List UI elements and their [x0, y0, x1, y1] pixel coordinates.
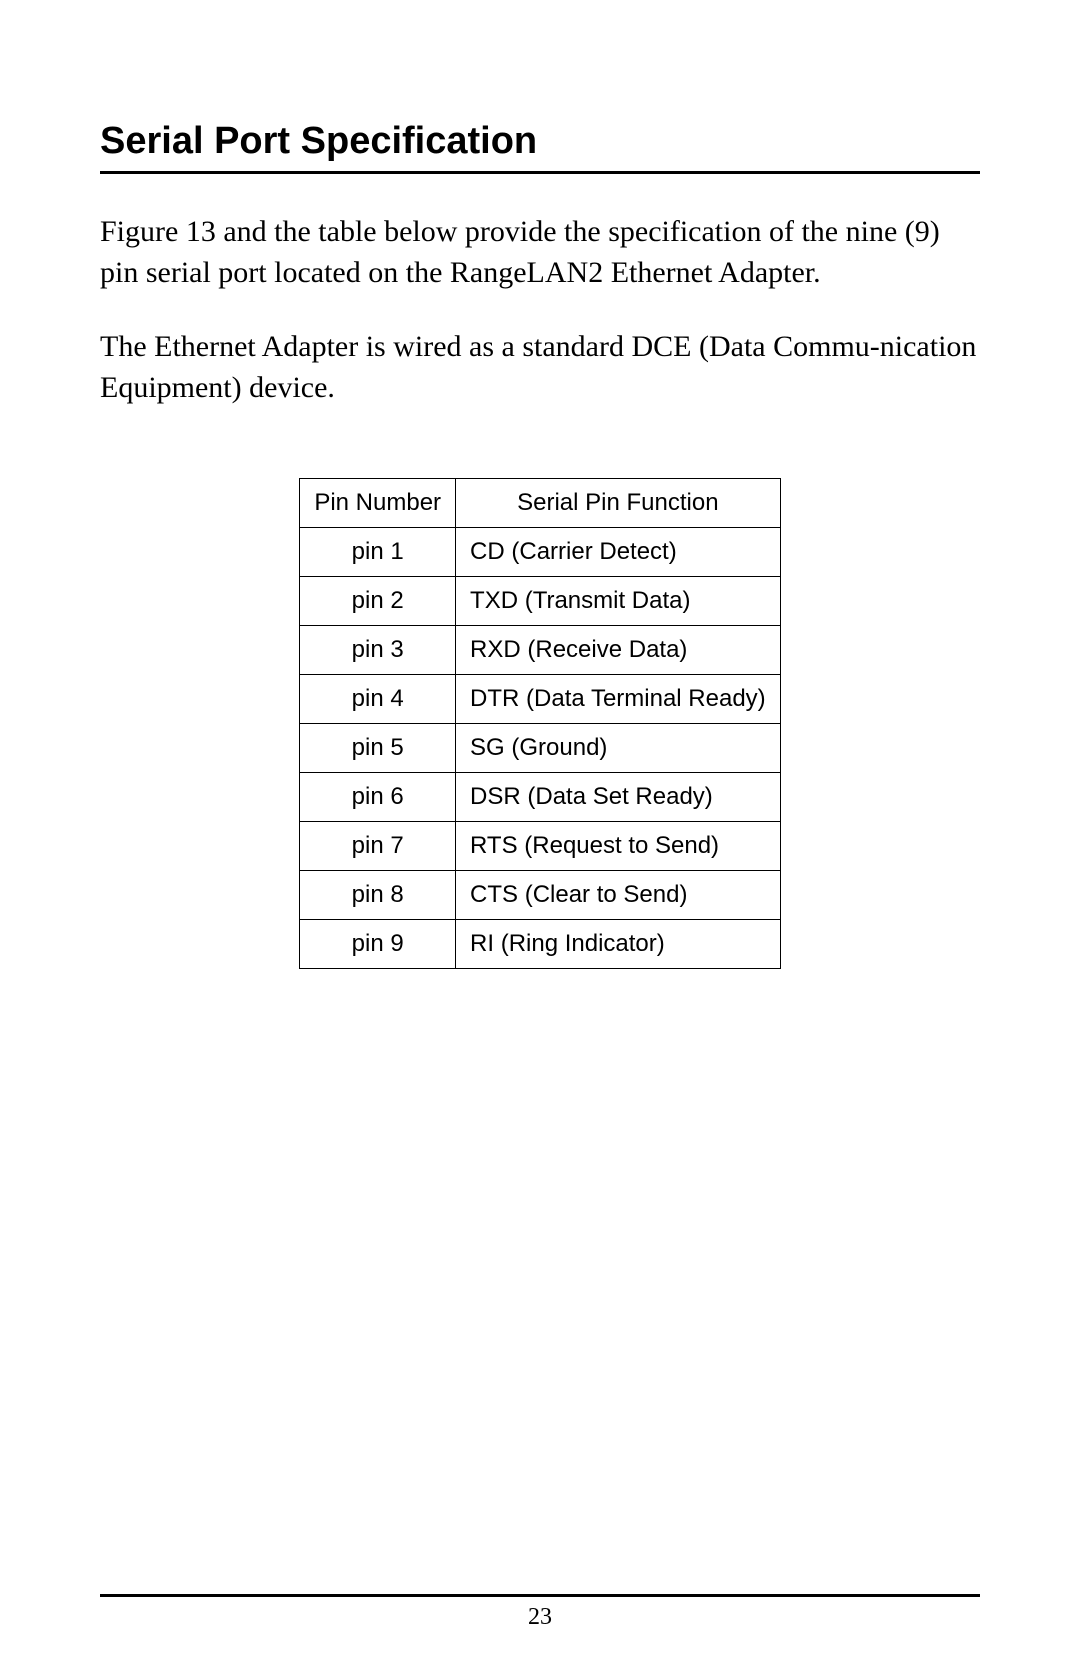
cell-pin: pin 3: [300, 626, 456, 675]
table-row: pin 1 CD (Carrier Detect): [300, 528, 780, 577]
footer-rule: [100, 1594, 980, 1597]
cell-func: TXD (Transmit Data): [456, 577, 781, 626]
pin-table-wrap: Pin Number Serial Pin Function pin 1 CD …: [100, 478, 980, 969]
cell-func: DSR (Data Set Ready): [456, 773, 781, 822]
cell-pin: pin 9: [300, 920, 456, 969]
table-row: pin 4 DTR (Data Terminal Ready): [300, 675, 780, 724]
col-header-func: Serial Pin Function: [456, 479, 781, 528]
table-row: pin 8 CTS (Clear to Send): [300, 871, 780, 920]
table-row: pin 6 DSR (Data Set Ready): [300, 773, 780, 822]
table-row: pin 3 RXD (Receive Data): [300, 626, 780, 675]
cell-func: RTS (Request to Send): [456, 822, 781, 871]
col-header-pin: Pin Number: [300, 479, 456, 528]
cell-pin: pin 2: [300, 577, 456, 626]
page-number: 23: [0, 1604, 1080, 1631]
table-header-row: Pin Number Serial Pin Function: [300, 479, 780, 528]
cell-pin: pin 4: [300, 675, 456, 724]
paragraph-2: The Ethernet Adapter is wired as a stand…: [100, 327, 980, 408]
cell-func: RXD (Receive Data): [456, 626, 781, 675]
cell-pin: pin 7: [300, 822, 456, 871]
table-row: pin 2 TXD (Transmit Data): [300, 577, 780, 626]
cell-pin: pin 1: [300, 528, 456, 577]
cell-func: CD (Carrier Detect): [456, 528, 781, 577]
table-row: pin 7 RTS (Request to Send): [300, 822, 780, 871]
table-row: pin 9 RI (Ring Indicator): [300, 920, 780, 969]
table-row: pin 5 SG (Ground): [300, 724, 780, 773]
cell-func: CTS (Clear to Send): [456, 871, 781, 920]
cell-func: RI (Ring Indicator): [456, 920, 781, 969]
cell-func: SG (Ground): [456, 724, 781, 773]
cell-func: DTR (Data Terminal Ready): [456, 675, 781, 724]
paragraph-1: Figure 13 and the table below provide th…: [100, 212, 980, 293]
pin-table: Pin Number Serial Pin Function pin 1 CD …: [299, 478, 780, 969]
cell-pin: pin 8: [300, 871, 456, 920]
section-heading: Serial Port Specification: [100, 120, 980, 174]
cell-pin: pin 6: [300, 773, 456, 822]
cell-pin: pin 5: [300, 724, 456, 773]
